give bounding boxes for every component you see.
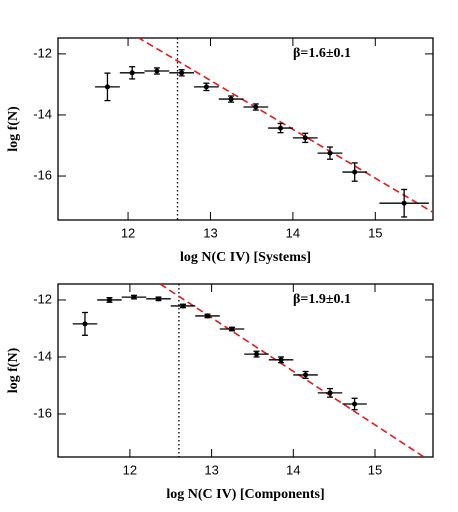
point xyxy=(155,296,161,302)
plot-frame xyxy=(57,283,434,458)
y-axis-label: log f(N) xyxy=(6,347,21,393)
point xyxy=(131,294,137,300)
point xyxy=(106,297,112,303)
x-tick-label: 13 xyxy=(204,462,218,477)
x-tick-label: 14 xyxy=(286,462,300,477)
point xyxy=(154,68,160,74)
point xyxy=(278,125,284,131)
point xyxy=(205,313,211,319)
point xyxy=(302,135,308,141)
y-axis-label: log f(N) xyxy=(6,106,21,152)
point xyxy=(327,150,333,156)
x-tick-label: 12 xyxy=(123,462,137,477)
point xyxy=(303,372,309,378)
point xyxy=(203,84,209,90)
point xyxy=(229,326,235,332)
point xyxy=(129,70,135,76)
point xyxy=(228,96,234,102)
point xyxy=(352,401,358,407)
x-tick-label: 13 xyxy=(203,225,217,240)
plot-frame xyxy=(57,37,434,221)
annotation: β=1.6±0.1 xyxy=(293,46,351,61)
annotation: β=1.9±0.1 xyxy=(293,292,351,307)
y-tick-label: -12 xyxy=(33,291,52,306)
point xyxy=(82,321,88,327)
fit-line xyxy=(137,38,433,214)
x-axis-label: log N(C IV) [Systems] xyxy=(180,250,311,265)
x-tick-label: 15 xyxy=(368,462,382,477)
point xyxy=(278,357,284,363)
y-tick-label: -14 xyxy=(33,348,52,363)
y-tick-label: -14 xyxy=(33,106,52,121)
point xyxy=(253,104,259,110)
point xyxy=(104,84,110,90)
point xyxy=(352,169,358,175)
point xyxy=(327,390,333,396)
point xyxy=(179,70,185,76)
y-tick-label: -16 xyxy=(33,405,52,420)
y-tick-label: -12 xyxy=(33,45,52,60)
point xyxy=(180,303,186,309)
fit-line xyxy=(159,284,425,457)
point xyxy=(401,200,407,206)
x-tick-label: 12 xyxy=(121,225,135,240)
x-tick-label: 14 xyxy=(286,225,300,240)
y-tick-label: -16 xyxy=(33,167,52,182)
x-tick-label: 15 xyxy=(368,225,382,240)
x-axis-label: log N(C IV) [Components] xyxy=(166,487,324,502)
point xyxy=(254,351,260,357)
